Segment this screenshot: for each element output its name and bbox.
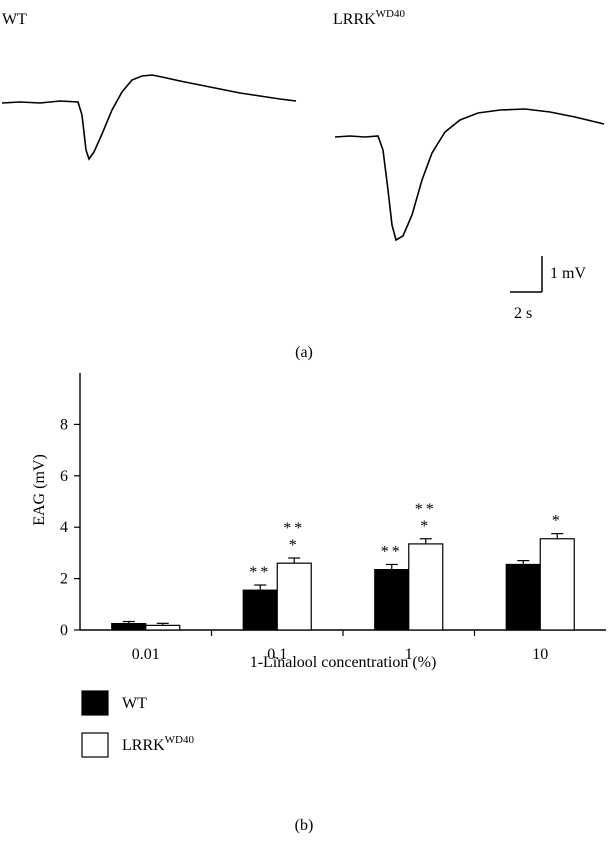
significance-marker: * — [289, 537, 300, 554]
x-tick-label: 10 — [532, 646, 548, 663]
legend-label-lrrk-wd40: LRRKWD40 — [122, 734, 194, 754]
y-tick-label: 6 — [60, 468, 68, 485]
bar-lrrk-wd40 — [408, 543, 444, 631]
y-axis-title: EAG (mV) — [31, 454, 48, 526]
legend-label-base: LRRK — [122, 737, 165, 754]
bar-lrrk-wd40 — [145, 624, 181, 631]
scale-bar — [510, 256, 543, 293]
chart-bars — [111, 538, 575, 631]
significance-marker: ** — [381, 543, 403, 560]
y-tick-label: 2 — [60, 571, 68, 588]
mutant-trace — [334, 108, 605, 242]
legend-label-sup: WD40 — [165, 734, 195, 746]
y-tick-label: 8 — [60, 416, 68, 433]
mutant-trace-label: LRRKWD40 — [333, 8, 405, 28]
bar-wt — [505, 563, 541, 631]
x-tick-label: 0.01 — [132, 646, 160, 663]
x-axis-title: 1-Linalool concentration (%) — [250, 654, 437, 671]
significance-marker: * — [420, 518, 431, 535]
chart-annotations: *********** — [249, 501, 563, 581]
x-tick-label: 0.1 — [267, 646, 287, 663]
significance-marker: ** — [249, 564, 271, 581]
wt-trace — [1, 74, 297, 161]
significance-marker: * — [552, 513, 563, 530]
legend-swatch-lrrk-wd40 — [81, 732, 109, 758]
legend-swatch-wt — [81, 690, 109, 716]
significance-marker: ** — [415, 501, 437, 518]
y-tick-label: 4 — [60, 519, 68, 536]
panel-a: WT LRRKWD40 1 mV 2 s (a) — [1, 8, 605, 361]
legend-label-base: WT — [122, 695, 147, 712]
x-tick-label: 1 — [405, 646, 413, 663]
bar-wt — [111, 622, 147, 631]
significance-marker: ** — [283, 520, 305, 537]
bar-lrrk-wd40 — [276, 562, 312, 631]
scale-bar-time-label: 2 s — [514, 305, 532, 322]
mutant-trace-label-sup: WD40 — [376, 8, 406, 20]
panel-a-label: (a) — [295, 344, 313, 361]
bar-wt — [242, 589, 278, 631]
chart-legend: WT LRRKWD40 — [81, 690, 194, 758]
legend-label-wt: WT — [122, 695, 147, 712]
bar-wt — [374, 569, 410, 631]
bar-lrrk-wd40 — [539, 538, 575, 631]
y-tick-label: 0 — [60, 622, 68, 639]
chart-error-bars — [122, 533, 564, 626]
chart-ticks: 0 2 4 6 8 0.01 0.1 1 10 — [60, 416, 548, 663]
scale-bar-voltage-label: 1 mV — [550, 265, 586, 282]
panel-b-label: (b) — [295, 817, 314, 834]
mutant-trace-label-base: LRRK — [333, 11, 376, 28]
wt-trace-label: WT — [2, 11, 27, 28]
